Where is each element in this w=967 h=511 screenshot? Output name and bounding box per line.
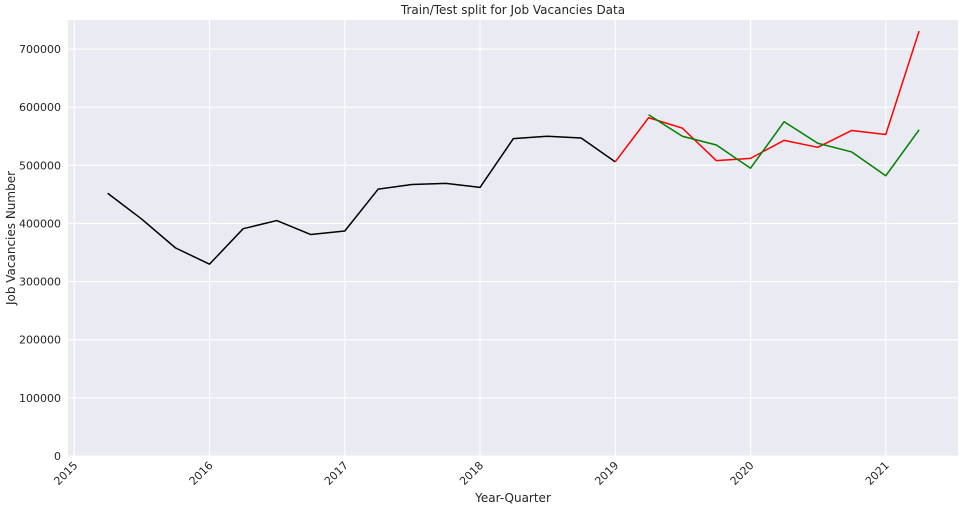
chart-title: Train/Test split for Job Vacancies Data <box>400 3 625 17</box>
y-tick-label: 0 <box>54 450 61 463</box>
y-tick-label: 700000 <box>19 43 61 56</box>
x-tick-label: 2018 <box>457 459 486 488</box>
grid <box>68 20 958 457</box>
x-tick-label: 2020 <box>728 459 757 488</box>
y-axis-title: Job Vacancies Number <box>4 171 18 306</box>
x-tick-label: 2016 <box>187 459 216 488</box>
y-tick-label: 400000 <box>19 217 61 230</box>
y-tick-label: 600000 <box>19 101 61 114</box>
series-line-1 <box>614 30 920 163</box>
series-line-0 <box>107 135 616 265</box>
x-tick-label: 2015 <box>51 459 80 488</box>
series-group <box>107 30 920 265</box>
y-tick-label: 500000 <box>19 159 61 172</box>
y-tick-label: 200000 <box>19 334 61 347</box>
x-tick-label: 2017 <box>322 459 351 488</box>
x-tick-label: 2021 <box>863 459 892 488</box>
y-tick-label: 300000 <box>19 276 61 289</box>
y-tick-label: 100000 <box>19 392 61 405</box>
x-axis-title: Year-Quarter <box>474 491 551 505</box>
x-tick-label: 2019 <box>592 459 621 488</box>
plot-area <box>68 20 958 456</box>
